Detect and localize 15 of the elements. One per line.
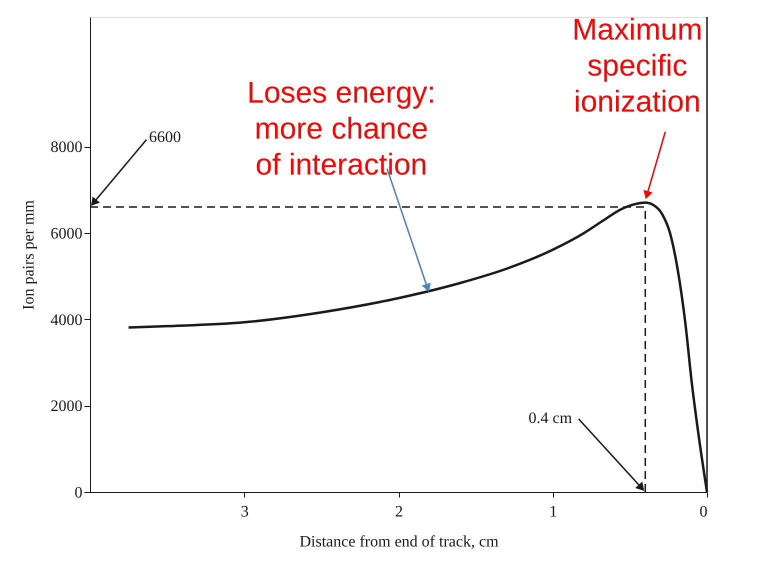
y-tick-label: 6000 [50, 225, 82, 242]
y-tick-label: 8000 [50, 139, 82, 156]
x-tick-label: 3 [240, 504, 249, 520]
annotation: Loses energy: more chance of interaction [247, 76, 436, 182]
x-axis-title: Distance from end of track, cm [299, 534, 500, 550]
annotation: 6600 [149, 129, 181, 146]
annotation: Maximum specific ionization [572, 14, 702, 119]
x-tick-label: 0 [700, 504, 708, 520]
x-tick-label: 1 [549, 504, 558, 520]
annotation: 0.4 cm [528, 410, 573, 427]
x-tick-label: 2 [395, 504, 403, 520]
y-tick-label: 4000 [50, 312, 82, 329]
y-tick-label: 0 [74, 484, 82, 502]
y-tick-label: 2000 [50, 398, 82, 416]
y-axis-title: Ion pairs per mm [20, 200, 38, 310]
